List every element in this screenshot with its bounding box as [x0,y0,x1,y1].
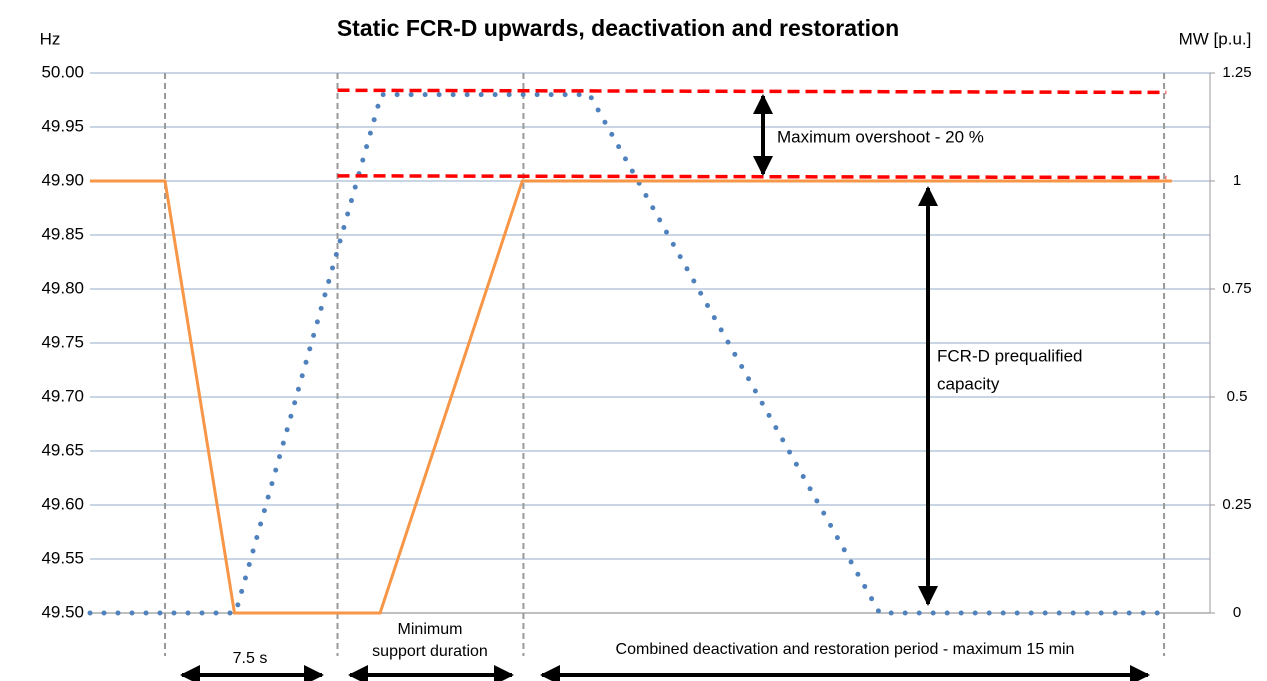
y-tick-label: 49.50 [41,602,84,621]
y-tick-label: 49.55 [41,548,84,567]
y-tick-label: 49.85 [41,224,84,243]
y-tick-label: 49.70 [41,386,84,405]
arrows [180,94,1150,681]
y2-tick-label: 1.25 [1222,64,1251,81]
y-tick-label: 50.00 [41,62,84,81]
y-tick-label: 49.80 [41,278,84,297]
y2-tick-label: 0 [1233,604,1241,621]
series-line [337,174,1167,180]
y-tick-label: 49.95 [41,116,84,135]
annotation: Minimum [398,621,463,638]
y-axis-label: Hz [40,29,61,48]
annotation: Combined deactivation and restoration pe… [616,641,1075,658]
y2-axis-label: MW [p.u.] [1179,29,1252,48]
annotation: capacity [937,374,1000,393]
annotation: FCR-D prequalified [937,346,1083,365]
y2-tick-label: 0.25 [1222,496,1251,513]
series-line [337,88,1167,95]
series-line [90,179,1172,615]
y2-tick-label: 0.75 [1222,280,1251,297]
y-tick-label: 49.60 [41,494,84,513]
chart-title: Static FCR-D upwards, deactivation and r… [337,15,899,41]
annotation: Maximum overshoot - 20 % [777,127,984,146]
annotation: 7.5 s [233,650,268,667]
y-tick-label: 49.90 [41,170,84,189]
y2-tick-label: 1 [1233,172,1241,189]
y-tick-label: 49.75 [41,332,84,351]
y2-tick-label: 0.5 [1227,388,1248,405]
annotation: support duration [372,643,488,660]
y-tick-label: 49.65 [41,440,84,459]
